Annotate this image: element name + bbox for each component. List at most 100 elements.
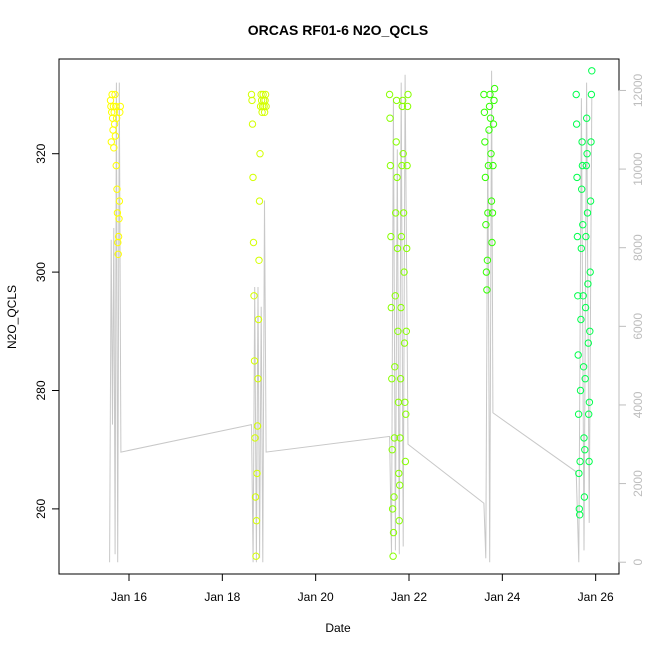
data-point-flight-3 bbox=[403, 161, 411, 170]
data-point-flight-4 bbox=[487, 197, 496, 205]
data-point-flight-1 bbox=[115, 215, 123, 223]
y-tick-label: 260 bbox=[34, 499, 48, 519]
x-tick-label: Jan 16 bbox=[111, 590, 147, 604]
y2-tick-label: 10000 bbox=[631, 152, 645, 186]
data-point-flight-5 bbox=[576, 386, 585, 395]
data-point-flight-3 bbox=[388, 505, 397, 513]
data-point-flight-4 bbox=[482, 221, 490, 229]
data-point-flight-4 bbox=[481, 138, 489, 146]
data-point-flight-5 bbox=[574, 410, 583, 418]
data-point-flight-4 bbox=[482, 268, 491, 276]
data-point-flight-5 bbox=[583, 209, 592, 217]
data-point-flight-4 bbox=[486, 114, 495, 122]
data-point-flight-3 bbox=[401, 398, 409, 406]
data-point-flight-1 bbox=[112, 161, 120, 170]
data-point-flight-4 bbox=[486, 90, 494, 99]
y-tick-label: 300 bbox=[34, 262, 48, 282]
data-point-flight-2 bbox=[250, 292, 258, 300]
data-point-flight-5 bbox=[578, 138, 586, 146]
y-axis-right: 0 2000 4000 6000 8000 10000 12000 bbox=[618, 73, 645, 566]
data-point-flight-5 bbox=[584, 280, 592, 288]
data-point-flight-5 bbox=[583, 114, 591, 122]
data-point-flight-4 bbox=[489, 120, 498, 128]
data-point-flight-4 bbox=[489, 161, 497, 170]
data-point-flight-2 bbox=[255, 256, 263, 264]
data-point-flight-1 bbox=[112, 102, 120, 111]
data-point-flight-2 bbox=[249, 238, 258, 247]
data-point-flight-5 bbox=[587, 138, 595, 146]
data-point-flight-3 bbox=[391, 363, 399, 371]
data-point-flight-5 bbox=[573, 232, 582, 241]
x-tick-label: Jan 20 bbox=[298, 590, 334, 604]
data-point-flight-3 bbox=[386, 161, 395, 170]
data-point-flight-1 bbox=[114, 250, 122, 259]
data-point-flight-5 bbox=[585, 457, 593, 466]
data-point-flight-2 bbox=[248, 120, 257, 128]
data-point-flight-2 bbox=[252, 552, 260, 560]
data-point-flight-3 bbox=[400, 339, 409, 347]
data-point-flight-5 bbox=[585, 410, 593, 418]
data-point-flight-3 bbox=[385, 90, 394, 99]
y2-tick-label: 4000 bbox=[631, 391, 645, 418]
y2-tick-label: 0 bbox=[631, 559, 645, 566]
data-point-flight-1 bbox=[113, 185, 121, 193]
data-point-flight-5 bbox=[586, 197, 595, 205]
data-point-flight-5 bbox=[574, 351, 582, 359]
data-point-flight-3 bbox=[404, 90, 412, 99]
data-point-flight-3 bbox=[396, 481, 404, 489]
y-tick-label: 280 bbox=[34, 380, 48, 400]
data-point-flight-2 bbox=[248, 96, 256, 105]
data-point-flight-4 bbox=[485, 126, 493, 134]
y-axis-label: N2O_QCLS bbox=[5, 285, 19, 349]
data-point-flight-5 bbox=[581, 303, 590, 312]
data-point-flight-4 bbox=[490, 96, 498, 105]
data-point-flight-1 bbox=[116, 102, 125, 111]
data-point-flight-3 bbox=[393, 244, 402, 253]
data-point-flight-3 bbox=[401, 457, 410, 466]
data-point-flight-2 bbox=[262, 102, 270, 111]
data-point-flight-3 bbox=[397, 303, 405, 312]
data-point-flight-2 bbox=[252, 517, 261, 525]
data-point-flight-4 bbox=[484, 209, 492, 217]
data-point-flight-3 bbox=[395, 469, 403, 478]
data-point-flight-3 bbox=[391, 292, 399, 300]
data-point-flight-2 bbox=[255, 197, 264, 205]
data-point-flight-3 bbox=[399, 96, 407, 105]
chart-title: ORCAS RF01-6 N2O_QCLS bbox=[248, 22, 428, 38]
data-point-flight-4 bbox=[490, 84, 499, 93]
data-point-flight-1 bbox=[106, 96, 115, 105]
data-point-flight-3 bbox=[403, 102, 412, 111]
data-point-flight-2 bbox=[249, 173, 257, 182]
data-point-flight-3 bbox=[390, 493, 398, 501]
data-point-flight-5 bbox=[582, 161, 590, 170]
data-point-flight-1 bbox=[115, 197, 124, 205]
data-point-flight-4 bbox=[488, 238, 496, 247]
x-tick-label: Jan 24 bbox=[484, 590, 520, 604]
data-point-flight-1 bbox=[111, 90, 119, 99]
data-point-flight-1 bbox=[114, 232, 123, 241]
data-point-flight-3 bbox=[386, 114, 394, 122]
altitude-trace bbox=[109, 70, 593, 563]
data-point-flight-3 bbox=[399, 209, 408, 217]
data-point-flight-3 bbox=[388, 446, 396, 454]
data-point-flight-5 bbox=[575, 469, 583, 478]
data-point-flight-5 bbox=[583, 150, 591, 158]
data-point-flight-3 bbox=[397, 232, 406, 241]
data-point-flight-4 bbox=[484, 161, 493, 170]
data-point-flight-3 bbox=[387, 232, 395, 241]
x-tick-label: Jan 26 bbox=[578, 590, 614, 604]
data-point-flight-5 bbox=[579, 221, 587, 229]
data-point-flight-2 bbox=[251, 434, 259, 442]
data-point-flight-2 bbox=[256, 150, 264, 158]
data-point-flight-2 bbox=[261, 90, 270, 99]
data-point-flight-5 bbox=[578, 185, 586, 193]
data-point-flight-1 bbox=[110, 144, 118, 152]
y2-tick-label: 12000 bbox=[631, 73, 645, 107]
data-point-flight-4 bbox=[480, 90, 488, 99]
x-tick-label: Jan 18 bbox=[204, 590, 240, 604]
y2-tick-label: 2000 bbox=[631, 470, 645, 497]
data-point-flight-3 bbox=[395, 517, 403, 525]
x-tick-label: Jan 22 bbox=[391, 590, 427, 604]
altitude-line bbox=[109, 70, 593, 563]
